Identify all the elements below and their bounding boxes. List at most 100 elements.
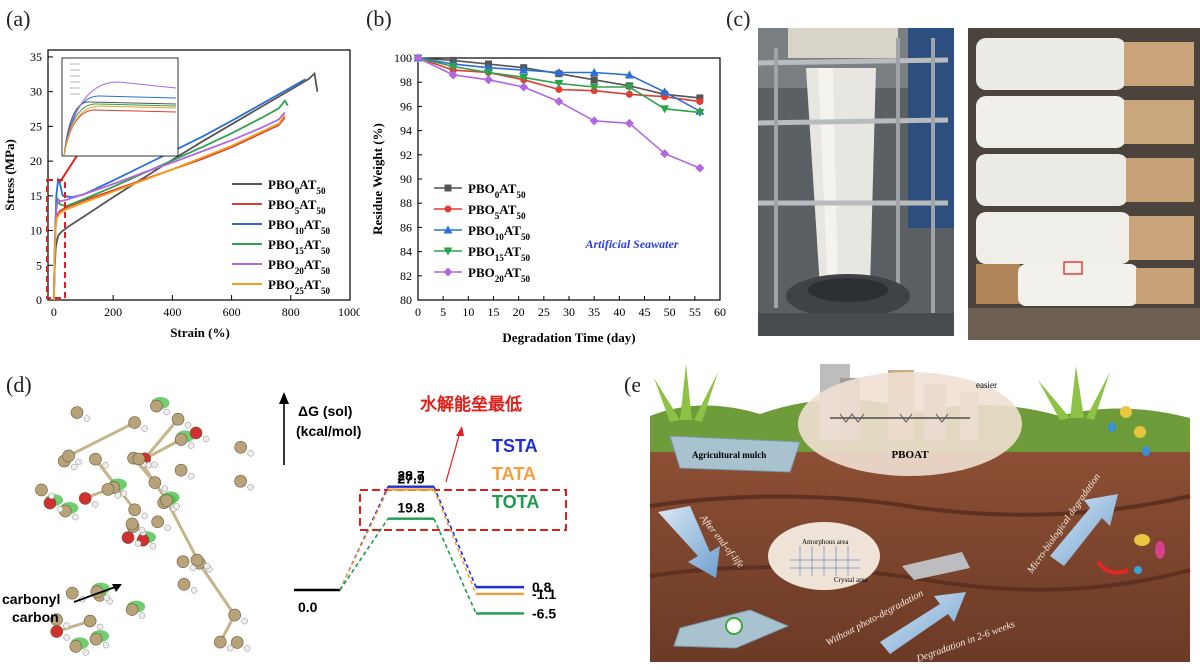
chart-b-point (695, 163, 705, 173)
molecule-hydrogen (241, 617, 248, 625)
chart-b-xtick-label: 15 (488, 305, 500, 319)
energy-series-label: TOTA (492, 492, 539, 512)
chart-a-series-PBO25AT50 (53, 114, 286, 301)
chart-b-xtick-label: 0 (415, 305, 421, 319)
energy-product-value: -6.5 (532, 605, 556, 621)
chart-b-point (519, 82, 529, 92)
chart-b-point (555, 85, 563, 93)
chart-b-ytick-label: 82 (400, 269, 412, 283)
molecule-hydrogen (63, 622, 70, 629)
schematic-degradation: PBOAT easier Agricultural mulch After en… (640, 356, 1200, 670)
chart-b-ytick-label: 98 (400, 75, 412, 89)
chart-a-legend-label: PBO0AT50 (268, 177, 326, 196)
molecule-hydrogen (149, 542, 157, 550)
molecule-bond (143, 438, 182, 461)
energy-highlight-text: 水解能垒最低 (420, 394, 522, 414)
chart-b-point (519, 73, 529, 82)
molecule-hydrogen (173, 503, 180, 510)
energy-path-out (433, 489, 477, 595)
chart-b-point (589, 68, 599, 77)
chart-b-frame (417, 57, 721, 301)
panel-label-a: (a) (6, 6, 31, 31)
chart-a-legend-label: PBO25AT50 (268, 277, 330, 296)
molecule-atom (132, 452, 146, 466)
molecule-atom (128, 503, 141, 517)
molecule-atom (151, 515, 164, 529)
molecule-hydrogen (184, 421, 192, 429)
molecule-hydrogen (202, 435, 210, 443)
chart-b-ytick-label: 100 (394, 51, 412, 65)
water-drop-icons (1108, 406, 1150, 456)
chart-a-legend-label: PBO15AT50 (268, 237, 330, 256)
energy-ts-value: 28.7 (397, 468, 424, 484)
chart-a-series-PBO10AT50 (53, 78, 307, 301)
energy-ylabel-line1: ΔG (sol) (298, 403, 352, 419)
chart-b-point (554, 68, 564, 77)
chart-a-ytick-label: 20 (30, 154, 42, 168)
molecule-atom (174, 433, 188, 446)
chart-b-point (589, 83, 599, 92)
molecule-pointer-arrow (73, 585, 119, 603)
pboat-bubble (798, 372, 1022, 476)
chart-b-point (448, 70, 458, 80)
molecule-hydrogen (243, 645, 251, 652)
molecule-label-line2: carbon (12, 609, 59, 625)
molecule-atom (213, 635, 227, 649)
molecule-hydrogen (227, 644, 234, 652)
recycle-icon (725, 617, 743, 635)
molecule-hydrogen (120, 490, 128, 497)
molecule-atom (35, 483, 48, 497)
molecule-hydrogen (83, 415, 91, 422)
chart-b-point (696, 98, 704, 106)
photo-film-rolls (968, 28, 1200, 340)
chart-a-ytick-label: 30 (30, 85, 42, 99)
chart-b-point (554, 97, 564, 107)
chart-b-point (590, 76, 598, 84)
molecule-image: carbonyl carbon (2, 397, 254, 656)
molecule-hydrogen (145, 461, 153, 469)
chart-b-legend-label: PBO5AT50 (468, 202, 526, 221)
chart-b-legend-label: PBO0AT50 (468, 181, 526, 200)
molecule-hydrogen (102, 461, 109, 469)
chart-b-point (625, 90, 633, 98)
energy-axis-arrowhead (279, 392, 289, 404)
chart-b-xtick-label: 50 (664, 305, 676, 319)
molecule-atom (121, 531, 135, 544)
chart-b-legend-marker (443, 267, 453, 277)
molecule-atom (125, 603, 139, 616)
microbe-icons (1096, 534, 1165, 575)
chart-b-xtick-label: 45 (639, 305, 651, 319)
chart-b-legend-label: PBO10AT50 (468, 223, 530, 242)
photo-film-blowing (758, 28, 954, 336)
energy-start-value: 0.0 (298, 599, 318, 615)
molecule-hydrogen (96, 623, 104, 631)
molecule-atom (65, 586, 79, 600)
chart-b-ytick-label: 86 (400, 220, 412, 234)
chart-b-ytick-label: 94 (400, 124, 412, 138)
chart-a-xtick-label: 400 (163, 305, 181, 319)
chart-a-legend-label: PBO20AT50 (268, 257, 330, 276)
amorphous-label: Amorphous area (802, 538, 849, 546)
chart-a-legend-label: PBO5AT50 (268, 197, 326, 216)
arrow-after-end (658, 506, 720, 578)
chart-b-legend-label: PBO15AT50 (468, 244, 530, 263)
panel-label-b: (b) (366, 6, 392, 31)
chart-a-series-PBO0AT50 (53, 71, 319, 301)
molecule-hydrogen (141, 512, 148, 520)
chart-b-legend-marker (444, 184, 452, 192)
energy-ylabel-line2: (kcal/mol) (296, 423, 361, 439)
molecule-atom (230, 636, 244, 649)
molecule-atom (43, 496, 57, 510)
chart-b-point (589, 116, 599, 126)
chart-b-point (483, 75, 493, 85)
chart-a-series-PBO20AT50 (53, 111, 286, 301)
energy-path-in (339, 518, 389, 591)
molecule-bond (195, 559, 236, 616)
molecule-hydrogen (190, 587, 198, 594)
chart-b-legend-marker (443, 247, 453, 256)
film-fragments (902, 552, 970, 580)
molecule-bond (67, 421, 136, 458)
molecule-atom (171, 412, 185, 426)
chart-b-ytick-label: 92 (400, 148, 412, 162)
molecule-hydrogen (56, 505, 64, 513)
